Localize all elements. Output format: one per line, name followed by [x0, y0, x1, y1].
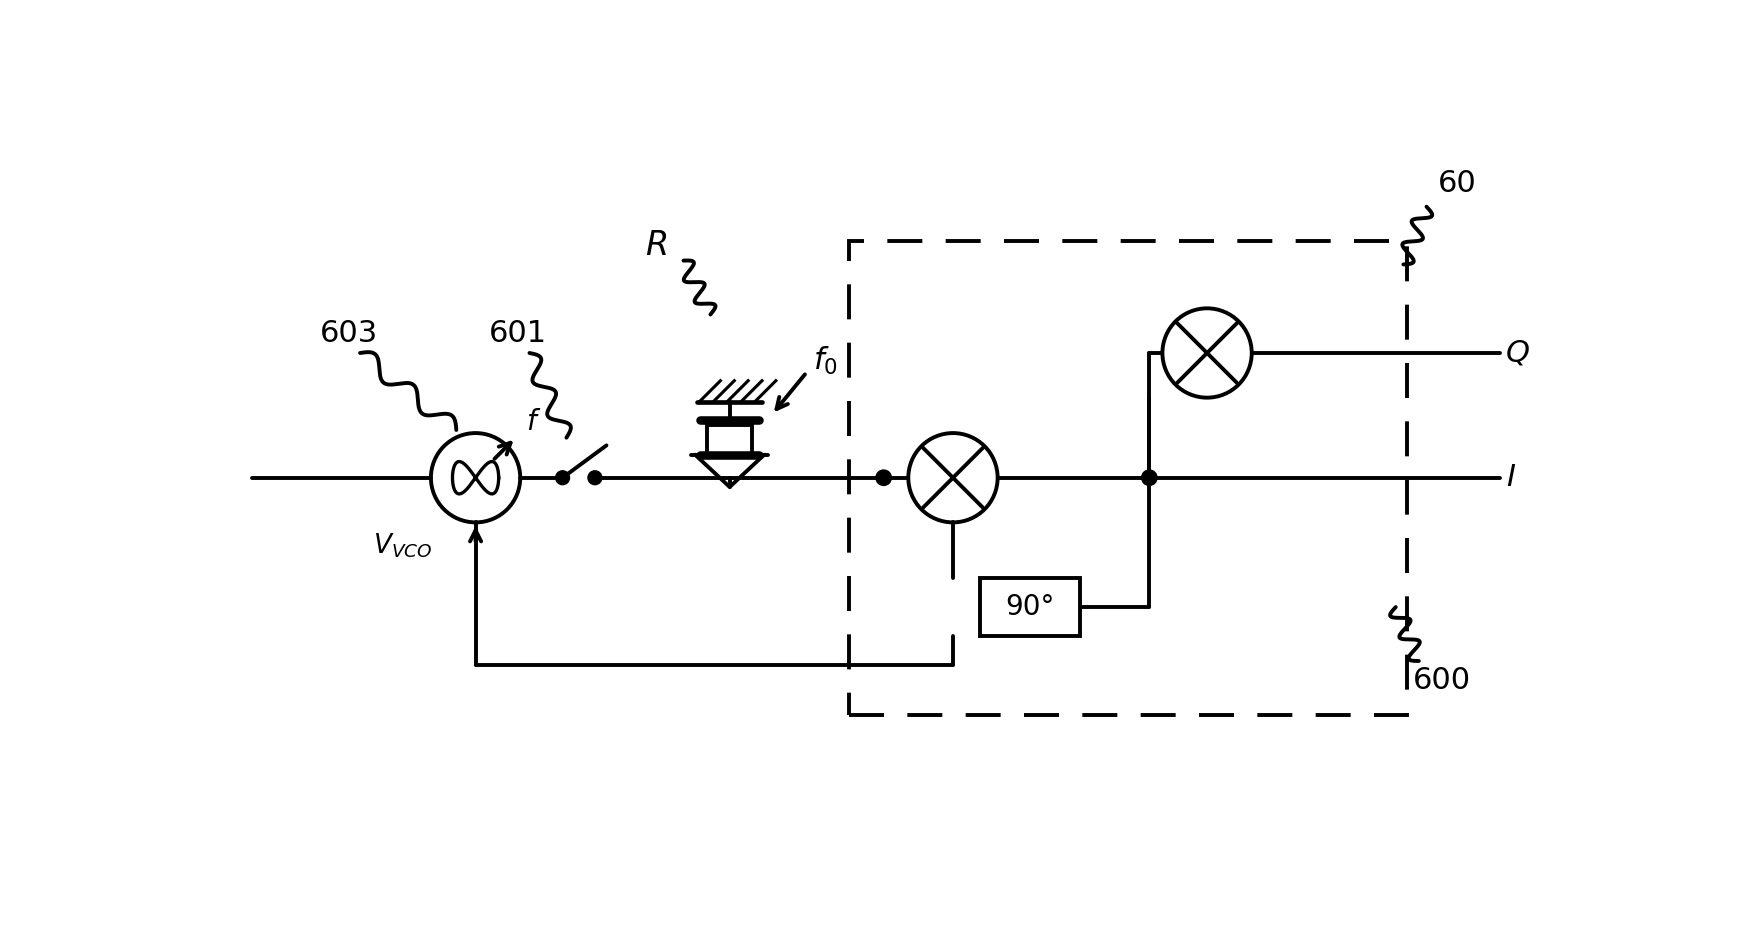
Bar: [849, 241, 1407, 715]
Circle shape: [1141, 470, 1157, 485]
Text: $V_{VCO}$: $V_{VCO}$: [373, 532, 433, 560]
Text: $f_0$: $f_0$: [813, 344, 839, 377]
Circle shape: [589, 471, 601, 484]
Text: f: f: [526, 409, 537, 436]
Bar: [707, 426, 752, 455]
Text: 603: 603: [320, 319, 377, 348]
Text: 60: 60: [1438, 169, 1476, 198]
Text: Q: Q: [1506, 339, 1530, 367]
Text: 600: 600: [1412, 666, 1471, 694]
Circle shape: [875, 470, 891, 485]
Text: 90°: 90°: [1006, 593, 1054, 622]
Text: 601: 601: [488, 319, 547, 348]
Text: R: R: [644, 229, 669, 262]
Circle shape: [556, 471, 570, 484]
Text: I: I: [1506, 464, 1515, 492]
Bar: [980, 578, 1080, 636]
